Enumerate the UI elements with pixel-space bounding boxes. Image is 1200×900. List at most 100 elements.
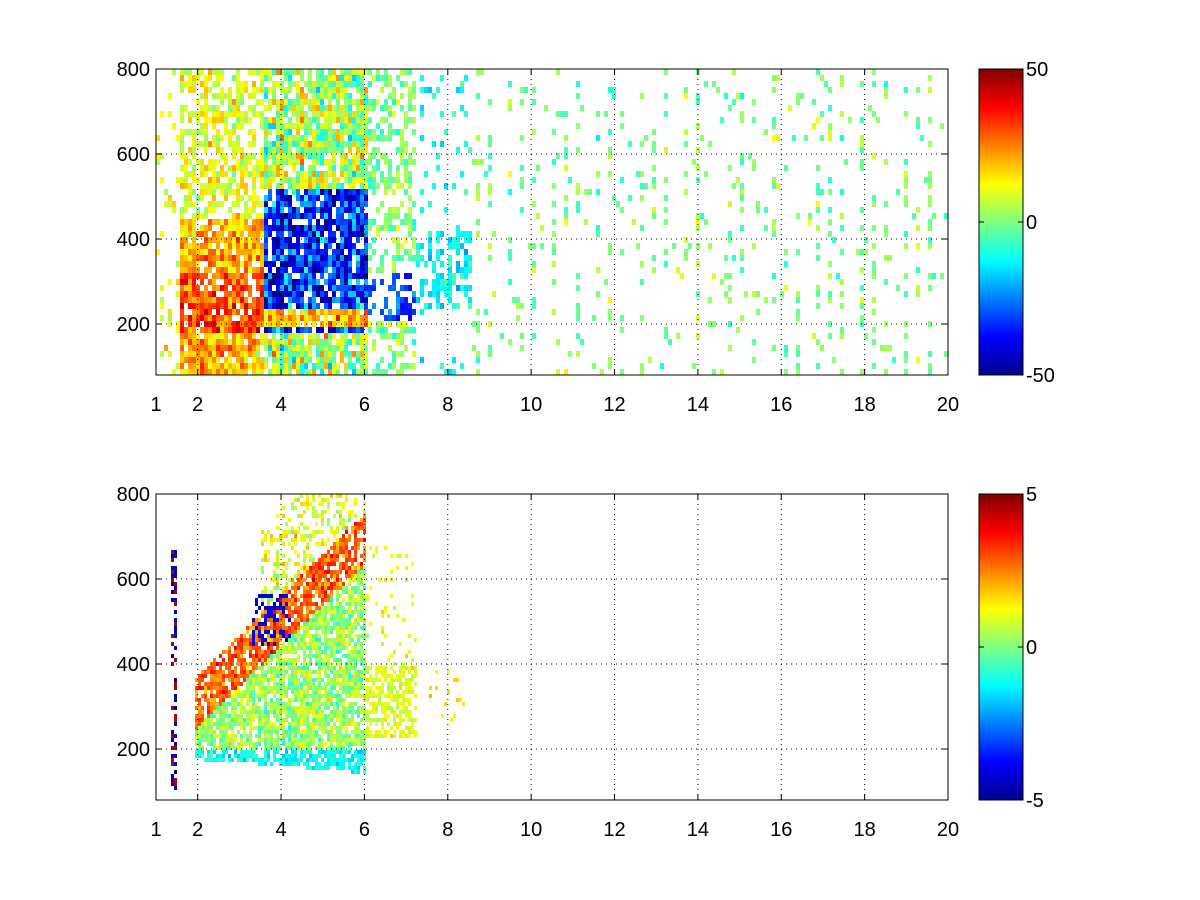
heatmap-cell	[788, 105, 792, 111]
heatmap-cell	[320, 327, 324, 333]
heatmap-cell	[348, 273, 352, 279]
heatmap-cell	[201, 718, 204, 722]
heatmap-cell	[772, 183, 776, 189]
heatmap-cell	[171, 558, 174, 562]
heatmap-cell	[348, 670, 351, 674]
heatmap-cell	[160, 315, 164, 321]
heatmap-cell	[222, 686, 225, 690]
heatmap-cell	[315, 734, 318, 738]
heatmap-cell	[928, 369, 932, 375]
heatmap-cell	[200, 273, 204, 279]
heatmap-cell	[330, 758, 333, 762]
heatmap-cell	[351, 678, 354, 682]
heatmap-cell	[304, 171, 308, 177]
heatmap-cell	[288, 746, 291, 750]
heatmap-cell	[318, 618, 321, 622]
heatmap-cell	[448, 255, 452, 261]
heatmap-cell	[348, 622, 351, 626]
heatmap-cell	[612, 93, 616, 99]
heatmap-cell	[264, 614, 267, 618]
heatmap-cell	[184, 261, 188, 267]
heatmap-cell	[327, 522, 330, 526]
heatmap-cell	[201, 738, 204, 742]
heatmap-cell	[234, 666, 237, 670]
heatmap-cell	[234, 714, 237, 718]
heatmap-cell	[352, 195, 356, 201]
heatmap-cell	[196, 213, 200, 219]
heatmap-cell	[284, 69, 288, 75]
heatmap-cell	[336, 658, 339, 662]
heatmap-cell	[243, 742, 246, 746]
heatmap-cell	[210, 686, 213, 690]
heatmap-cell	[324, 670, 327, 674]
heatmap-cell	[342, 586, 345, 590]
heatmap-cell	[892, 357, 896, 363]
heatmap-cell	[321, 598, 324, 602]
heatmap-cell	[296, 285, 300, 291]
heatmap-cell	[180, 327, 184, 333]
heatmap-cell	[261, 738, 264, 742]
heatmap-cell	[303, 630, 306, 634]
heatmap-cell	[220, 237, 224, 243]
heatmap-cell	[171, 642, 174, 646]
heatmap-cell	[272, 123, 276, 129]
heatmap-cell	[204, 690, 207, 694]
heatmap-cell	[468, 147, 472, 153]
heatmap-cell	[460, 267, 464, 273]
heatmap-cell	[219, 694, 222, 698]
heatmap-cell	[304, 255, 308, 261]
heatmap-cell	[327, 566, 330, 570]
heatmap-cell	[171, 730, 174, 734]
heatmap-cell	[315, 762, 318, 766]
heatmap-cell	[268, 285, 272, 291]
heatmap-cell	[232, 153, 236, 159]
heatmap-cell	[180, 219, 184, 225]
heatmap-cell	[256, 69, 260, 75]
heatmap-cell	[220, 225, 224, 231]
heatmap-cell	[228, 678, 231, 682]
heatmap-cell	[195, 734, 198, 738]
heatmap-cell	[270, 722, 273, 726]
heatmap-cell	[384, 219, 388, 225]
heatmap-cell	[236, 261, 240, 267]
heatmap-cell	[360, 351, 364, 357]
heatmap-cell	[464, 237, 468, 243]
heatmap-cell	[736, 177, 740, 183]
heatmap-cell	[261, 654, 264, 658]
heatmap-cell	[312, 626, 315, 630]
heatmap-cell	[339, 726, 342, 730]
heatmap-cell	[267, 750, 270, 754]
heatmap-cell	[184, 225, 188, 231]
heatmap-cell	[348, 534, 351, 538]
heatmap-cell	[776, 183, 780, 189]
heatmap-cell	[249, 750, 252, 754]
heatmap-cell	[303, 586, 306, 590]
heatmap-cell	[336, 309, 340, 315]
heatmap-cell	[300, 267, 304, 273]
heatmap-cell	[308, 213, 312, 219]
heatmap-cell	[198, 726, 201, 730]
heatmap-cell	[232, 111, 236, 117]
heatmap-cell	[340, 105, 344, 111]
heatmap-cell	[840, 327, 844, 333]
heatmap-cell	[192, 321, 196, 327]
heatmap-cell	[321, 622, 324, 626]
heatmap-cell	[324, 129, 328, 135]
heatmap-cell	[284, 99, 288, 105]
heatmap-cell	[216, 219, 220, 225]
heatmap-cell	[282, 586, 285, 590]
heatmap-cell	[240, 285, 244, 291]
heatmap-cell	[312, 363, 316, 369]
heatmap-cell	[184, 171, 188, 177]
heatmap-cell	[318, 722, 321, 726]
heatmap-cell	[228, 237, 232, 243]
heatmap-cell	[348, 674, 351, 678]
x-tick-label: 18	[854, 394, 876, 416]
heatmap-cell	[180, 117, 184, 123]
heatmap-cell	[388, 105, 392, 111]
heatmap-cell	[279, 674, 282, 678]
heatmap-cell	[372, 105, 376, 111]
heatmap-cell	[300, 594, 303, 598]
heatmap-cell	[208, 279, 212, 285]
heatmap-cell	[306, 526, 309, 530]
